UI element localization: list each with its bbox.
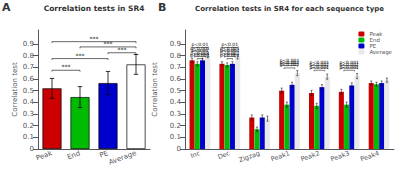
- svg-text:0.5: 0.5: [170, 87, 181, 95]
- svg-text:Average: Average: [369, 49, 392, 56]
- svg-text:0.7: 0.7: [23, 63, 34, 71]
- svg-text:Correlation tests in SR4: Correlation tests in SR4: [44, 4, 145, 13]
- svg-text:Zigzag: Zigzag: [238, 149, 261, 164]
- svg-text:0.6: 0.6: [23, 75, 35, 83]
- svg-text:Peak4: Peak4: [359, 149, 380, 163]
- svg-text:Inc: Inc: [190, 149, 202, 160]
- svg-text:***: ***: [90, 35, 99, 42]
- svg-text:p<0.01: p<0.01: [191, 42, 209, 47]
- svg-text:p<0.001: p<0.001: [339, 65, 359, 70]
- svg-text:Peak3: Peak3: [329, 149, 350, 163]
- svg-text:Correlation test: Correlation test: [11, 62, 19, 117]
- svg-text:PE: PE: [98, 149, 110, 160]
- svg-text:A: A: [2, 1, 11, 14]
- svg-text:Peak: Peak: [35, 149, 54, 163]
- svg-text:End: End: [369, 37, 380, 43]
- svg-text:0.9: 0.9: [170, 40, 181, 48]
- svg-text:p<0.001: p<0.001: [280, 62, 300, 67]
- svg-text:Correlation test: Correlation test: [151, 62, 159, 117]
- svg-text:Correlation tests in SR4 for e: Correlation tests in SR4 for each sequen…: [195, 5, 384, 13]
- svg-text:p<0.001: p<0.001: [220, 53, 240, 58]
- svg-text:Peak2: Peak2: [300, 149, 321, 163]
- svg-text:0.7: 0.7: [170, 63, 181, 71]
- svg-text:0: 0: [177, 145, 181, 153]
- svg-text:0.2: 0.2: [170, 122, 181, 130]
- svg-text:0: 0: [30, 145, 34, 153]
- svg-text:0.5: 0.5: [23, 87, 34, 95]
- svg-text:0.2: 0.2: [23, 122, 34, 130]
- svg-text:***: ***: [104, 40, 113, 47]
- svg-text:0.6: 0.6: [170, 75, 182, 83]
- svg-text:Peak: Peak: [369, 31, 383, 37]
- svg-text:0.4: 0.4: [170, 98, 182, 106]
- svg-text:***: ***: [76, 52, 85, 59]
- svg-text:0.3: 0.3: [23, 110, 34, 118]
- svg-text:***: ***: [62, 63, 71, 70]
- svg-text:0.1: 0.1: [23, 133, 34, 141]
- svg-text:0.1: 0.1: [170, 133, 181, 141]
- svg-text:Average: Average: [108, 149, 138, 166]
- svg-text:***: ***: [118, 46, 127, 53]
- svg-text:0.3: 0.3: [170, 110, 181, 118]
- svg-text:B: B: [158, 1, 166, 14]
- svg-text:PE: PE: [369, 43, 377, 49]
- svg-text:p<0.001: p<0.001: [190, 53, 210, 58]
- svg-text:0.8: 0.8: [23, 52, 34, 60]
- svg-text:p<0.01: p<0.01: [221, 42, 239, 47]
- svg-text:Peak1: Peak1: [270, 149, 291, 163]
- svg-text:End: End: [66, 149, 81, 161]
- svg-text:Dec: Dec: [217, 149, 232, 161]
- svg-text:0.4: 0.4: [23, 98, 35, 106]
- svg-text:0.8: 0.8: [170, 52, 181, 60]
- svg-text:p<0.001: p<0.001: [310, 65, 330, 70]
- svg-text:0.9: 0.9: [23, 40, 34, 48]
